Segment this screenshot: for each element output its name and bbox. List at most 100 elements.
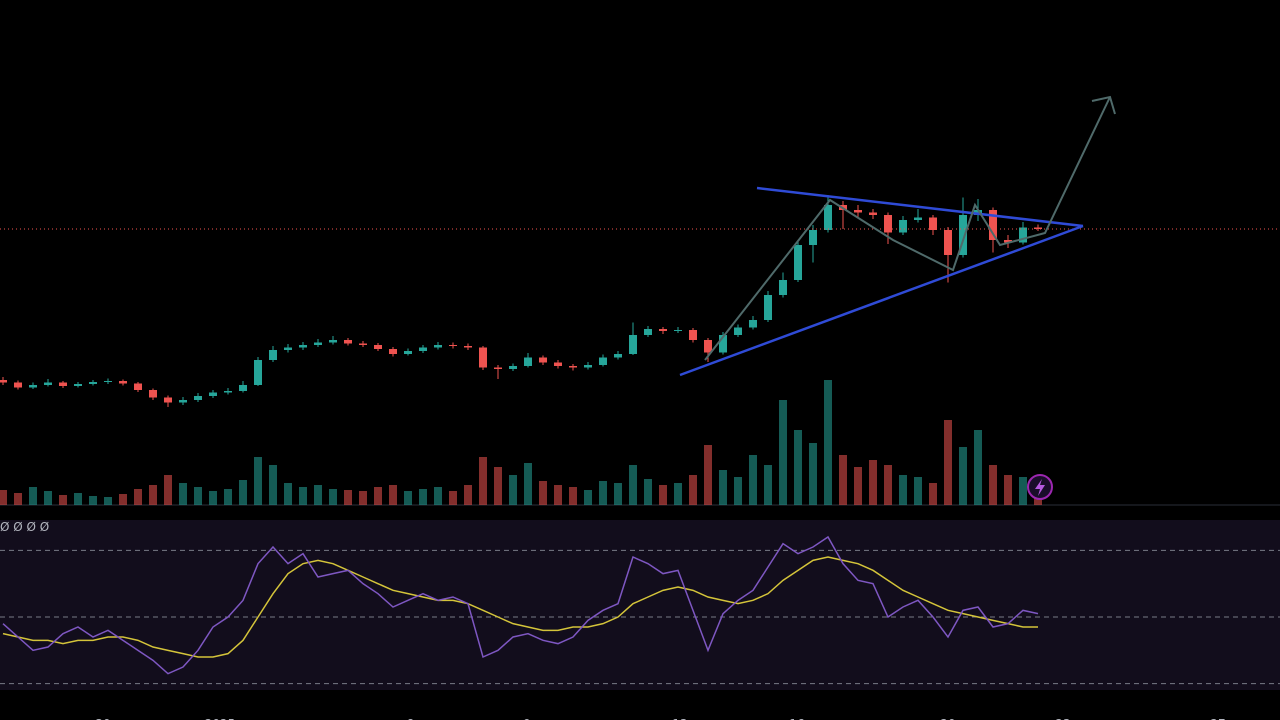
volume-bar: [374, 487, 382, 505]
candle-body: [884, 215, 892, 233]
candle-body: [404, 351, 412, 354]
x-tick-label: 13: [672, 717, 687, 720]
candle-body: [749, 320, 757, 328]
drawings: [679, 95, 1116, 377]
candle-body: [284, 347, 292, 350]
candle-body: [344, 340, 352, 344]
volume-bar: [794, 430, 802, 505]
candle-body: [314, 342, 322, 345]
volume-bar: [89, 496, 97, 505]
candle-body: [299, 345, 307, 348]
candle-body: [509, 366, 517, 369]
volume-bar: [749, 455, 757, 505]
candle-body: [914, 217, 922, 220]
volume-bar: [569, 487, 577, 505]
candle-body: [164, 397, 172, 403]
candle-body: [104, 381, 112, 382]
candle-body: [614, 354, 622, 358]
candle-body: [524, 357, 532, 366]
rsi-line: [2, 535, 1039, 675]
volume-bar: [59, 495, 67, 505]
volume-bar: [239, 480, 247, 505]
candle-body: [14, 382, 22, 388]
alert-icon[interactable]: [1027, 474, 1053, 500]
candle-body: [1019, 227, 1027, 243]
candle-body: [824, 205, 832, 230]
volume-bar: [284, 483, 292, 505]
volume-bar: [989, 465, 997, 505]
candle-body: [929, 217, 937, 230]
candle-body: [539, 357, 547, 363]
volume-bar: [1004, 475, 1012, 505]
rsi-ma-line: [2, 556, 1038, 658]
volume-bar: [179, 483, 187, 505]
candle-body: [899, 220, 907, 233]
volume-bar: [434, 487, 442, 505]
volume-bar: [689, 475, 697, 505]
candle-body: [179, 400, 187, 403]
volume-bar: [629, 465, 637, 505]
candle-body: [494, 367, 502, 369]
candle-body: [854, 210, 862, 213]
candle-body: [89, 382, 97, 384]
volume-bar: [1019, 477, 1027, 505]
volume-bar: [539, 481, 547, 505]
volume-bar: [224, 489, 232, 505]
candle-body: [254, 360, 262, 385]
candle-body: [269, 350, 277, 360]
candle-body: [194, 396, 202, 400]
volume-bar: [824, 380, 832, 505]
candle-body: [974, 210, 982, 215]
candle-body: [554, 362, 562, 366]
volume-bar: [644, 479, 652, 505]
volume-bar: [74, 493, 82, 505]
volume-bar: [659, 485, 667, 505]
candle-body: [29, 385, 37, 388]
x-tick-label: 30: [95, 717, 110, 720]
candle-body: [869, 212, 877, 215]
volume-bar: [329, 489, 337, 505]
candle-body: [599, 357, 607, 365]
x-tick-label: 6: [406, 717, 414, 720]
candle-body: [434, 345, 442, 348]
volume-bar: [899, 475, 907, 505]
rsi-band: [0, 520, 1280, 690]
volume-bar: [674, 483, 682, 505]
candle-body: [464, 346, 472, 348]
volume-bar: [479, 457, 487, 505]
candle-body: [134, 383, 142, 390]
candle-body: [119, 381, 127, 384]
volume-bar: [959, 447, 967, 505]
volume-bar: [194, 487, 202, 505]
volume-bar: [779, 400, 787, 505]
volume-bar: [44, 491, 52, 505]
candle-body: [584, 365, 592, 368]
x-tick-label: 23: [1055, 717, 1070, 720]
candle-body: [224, 391, 232, 393]
volume-bar: [149, 485, 157, 505]
volume-bar: [599, 481, 607, 505]
volume-bar: [209, 491, 217, 505]
candle-body: [419, 347, 427, 351]
candle-body: [674, 330, 682, 331]
trend-line: [679, 224, 1084, 377]
indicator-label: Ø Ø Ø Ø: [0, 520, 49, 534]
x-tick-label: 16: [789, 717, 804, 720]
volume-bar: [14, 493, 22, 505]
candle-body: [479, 347, 487, 368]
volume-bar: [524, 463, 532, 505]
volume-bar: [554, 485, 562, 505]
candle-body: [959, 215, 967, 255]
volume-bar: [299, 487, 307, 505]
candle-body: [149, 390, 157, 398]
volume-bar: [884, 465, 892, 505]
volume-bar: [164, 475, 172, 505]
volume-bar: [584, 490, 592, 505]
volume-bar: [29, 487, 37, 505]
volume-bar: [464, 485, 472, 505]
volume-bar: [719, 470, 727, 505]
candle-body: [359, 343, 367, 345]
volume-bar: [764, 465, 772, 505]
